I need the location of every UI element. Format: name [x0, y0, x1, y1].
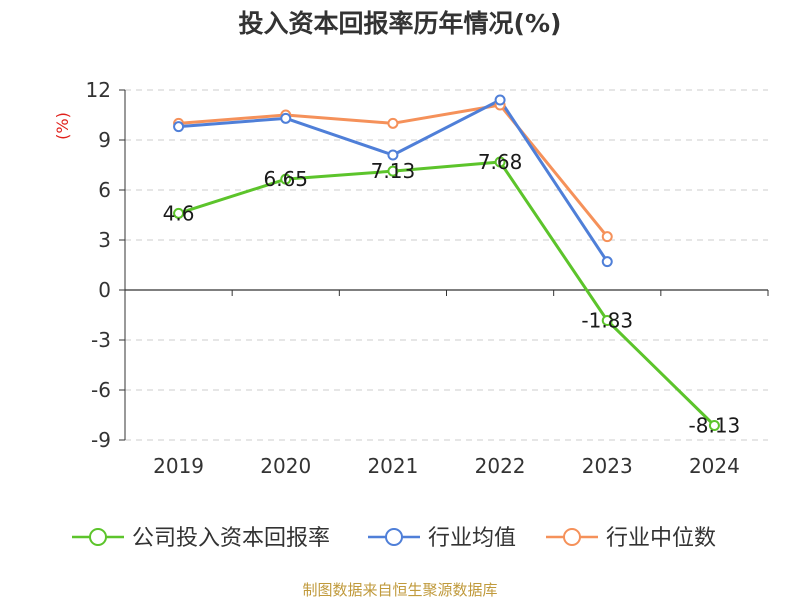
y-tick-label: -3 — [91, 328, 111, 352]
legend-label: 行业均值 — [428, 526, 516, 551]
data-point — [601, 256, 613, 268]
data-point — [280, 112, 292, 124]
series-line — [178, 160, 716, 427]
y-tick-label: -6 — [91, 378, 111, 402]
data-point — [601, 315, 613, 326]
x-tick-label: 2022 — [475, 454, 526, 478]
y-tick-label: 0 — [98, 278, 111, 302]
data-source-note: 制图数据来自恒生聚源数据库 — [302, 581, 498, 599]
data-labels: 4.6 6.65 7.13 7.68 -1.83 -8.13 — [163, 150, 741, 438]
x-tick-label: 2020 — [260, 454, 311, 478]
y-tick-label: 12 — [86, 78, 111, 102]
data-label: 7.68 — [478, 150, 523, 174]
grid-lines — [125, 89, 768, 441]
data-label: -8.13 — [689, 414, 741, 438]
data-point — [601, 231, 613, 243]
y-tick-label: 9 — [98, 128, 111, 152]
data-point — [387, 165, 399, 177]
legend-label: 公司投入资本回报率 — [132, 526, 330, 551]
x-tick-label: 2023 — [582, 454, 633, 478]
y-tick-label: 3 — [98, 228, 111, 252]
axes: 12 9 6 3 0 -3 -6 -9 2019 2020 2021 2022 2023 2024 (%) — [53, 78, 769, 478]
x-tick-label: 2019 — [153, 454, 204, 478]
y-tick-label: -9 — [91, 428, 111, 452]
data-label: 7.13 — [371, 159, 416, 183]
data-point — [387, 149, 399, 161]
chart-title: 投入资本回报率历年情况(%) — [238, 9, 562, 38]
data-point — [387, 117, 399, 129]
legend-swatch-marker — [385, 528, 403, 546]
series-lines — [178, 98, 716, 427]
x-tick-label: 2021 — [367, 454, 418, 478]
data-label: -1.83 — [581, 309, 633, 333]
legend-label: 行业中位数 — [606, 526, 716, 551]
x-tick-label: 2024 — [689, 454, 740, 478]
data-label: 4.6 — [163, 201, 195, 225]
legend: 公司投入资本回报率 行业均值 行业中位数 — [72, 526, 716, 551]
data-point — [708, 420, 720, 431]
data-label: 6.65 — [263, 167, 308, 191]
data-point — [280, 173, 292, 185]
data-point — [173, 121, 185, 133]
data-point — [494, 156, 506, 168]
data-point — [173, 207, 185, 219]
legend-swatch-marker — [563, 528, 581, 546]
y-axis-unit-label: (%) — [53, 112, 72, 140]
legend-swatch-marker — [89, 528, 107, 546]
series-points — [173, 94, 720, 431]
data-point — [494, 94, 506, 106]
y-tick-label: 6 — [98, 178, 111, 202]
